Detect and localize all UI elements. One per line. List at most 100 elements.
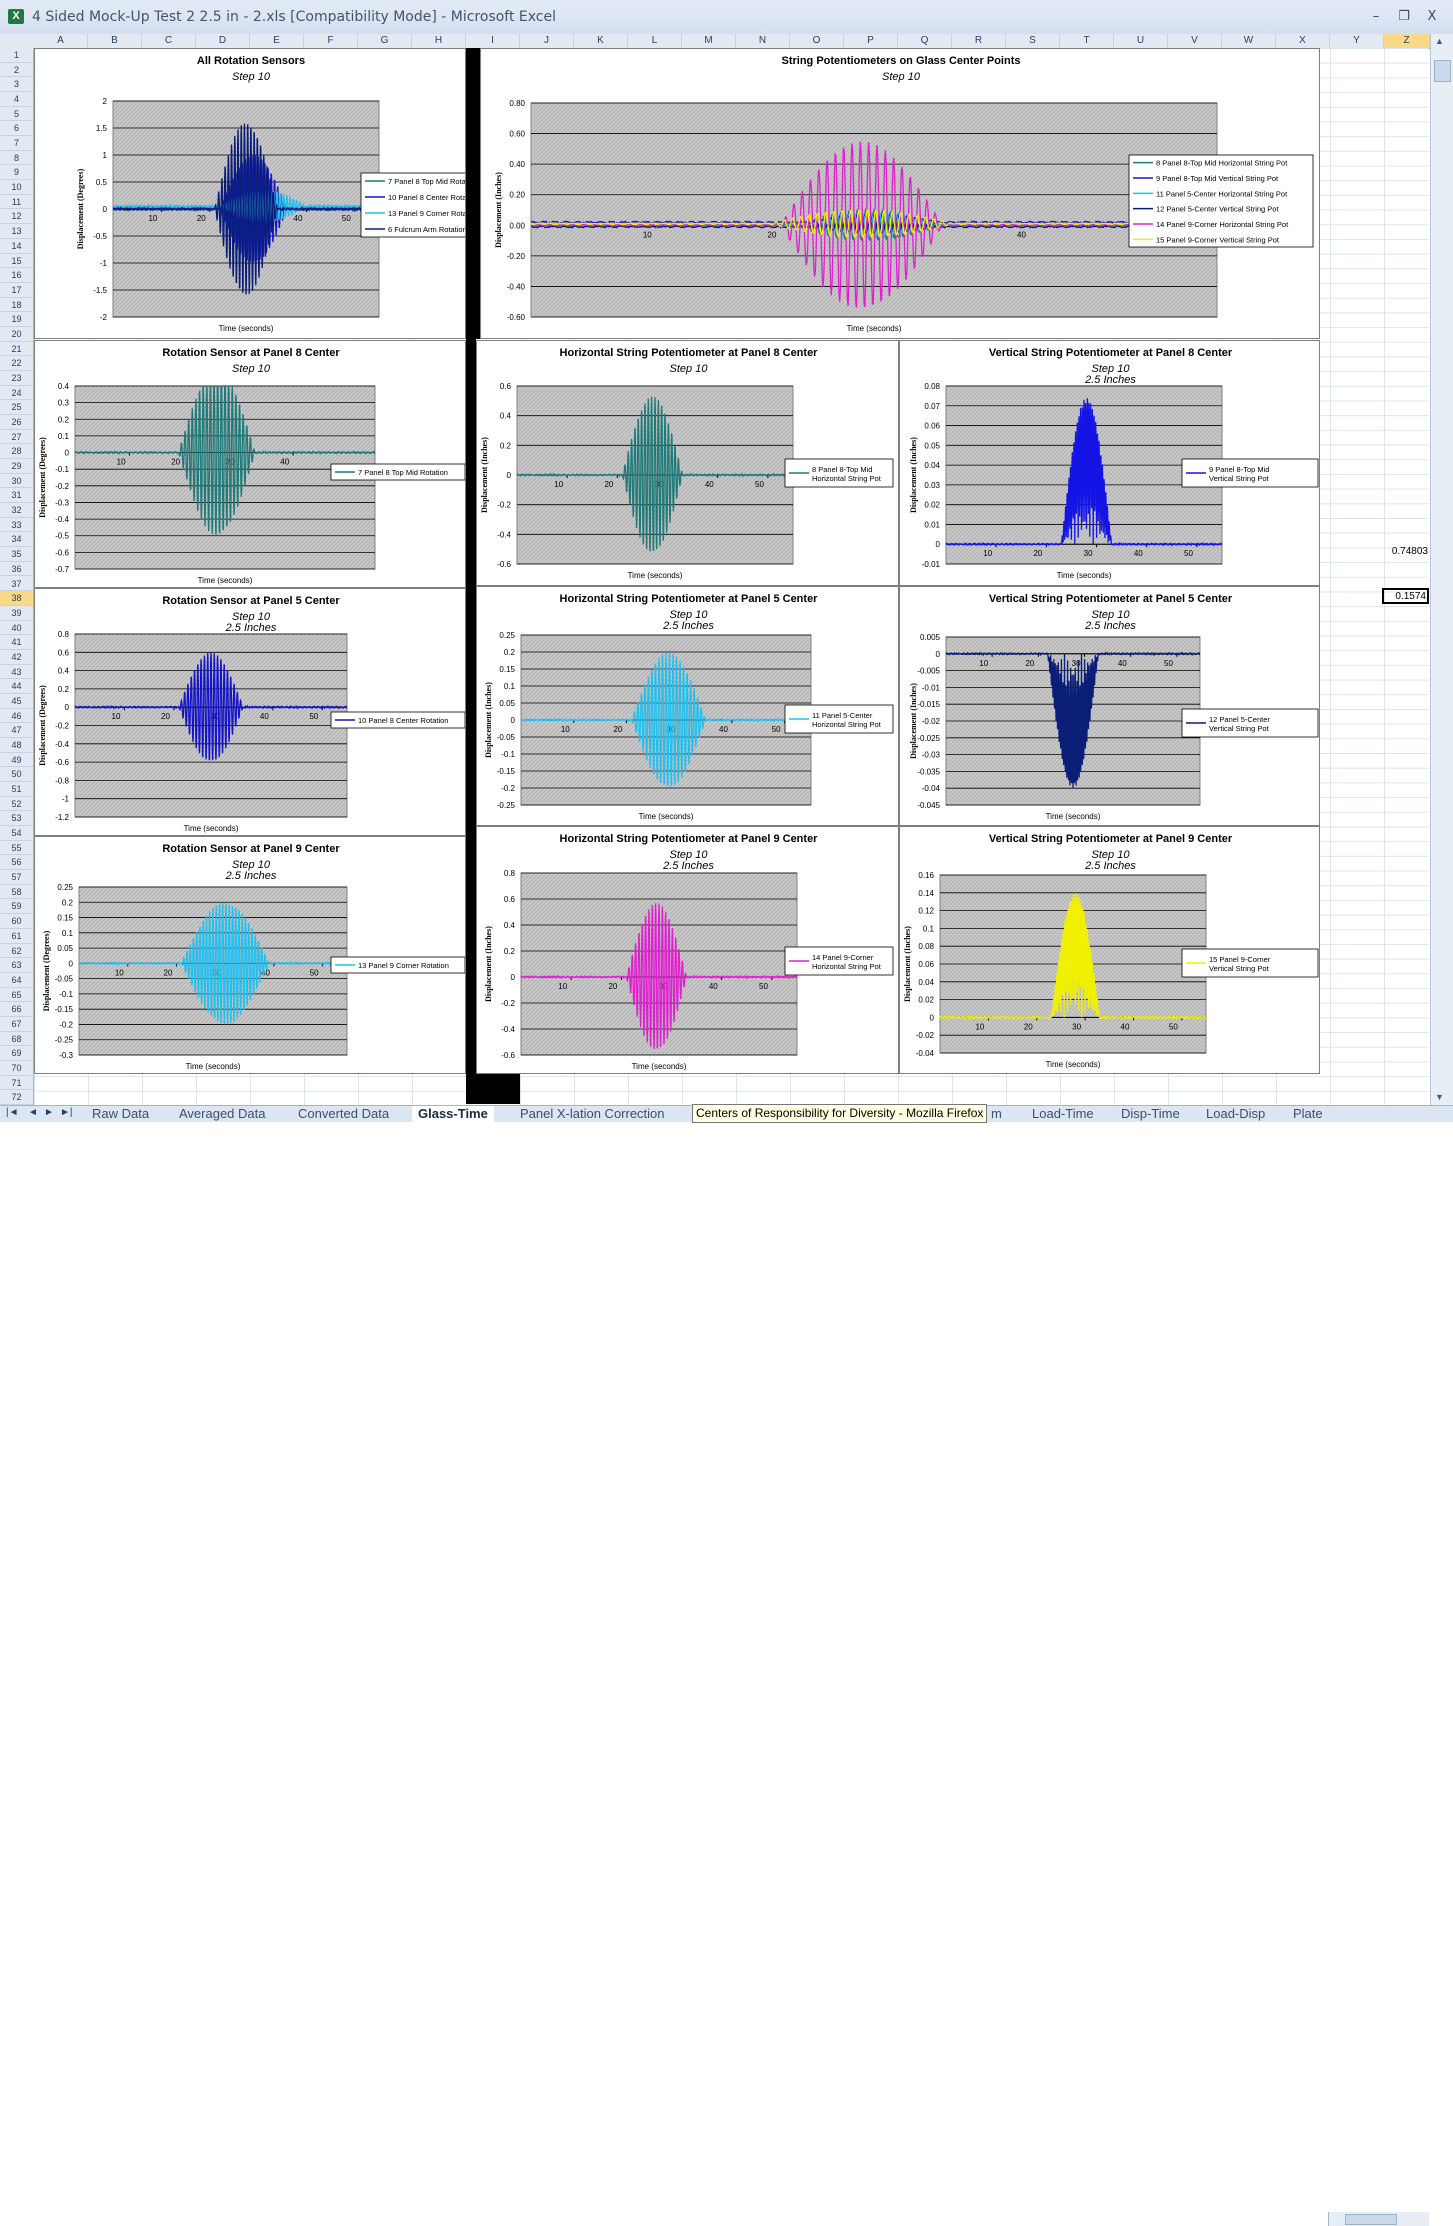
- column-header-l[interactable]: L: [628, 34, 682, 48]
- row-header-63[interactable]: 63: [0, 958, 33, 973]
- row-header-15[interactable]: 15: [0, 254, 33, 269]
- tab-disp-time[interactable]: Disp-Time: [1121, 1106, 1180, 1121]
- row-header-29[interactable]: 29: [0, 459, 33, 474]
- row-header-3[interactable]: 3: [0, 77, 33, 93]
- row-header-1[interactable]: 1: [0, 48, 33, 63]
- row-header-2[interactable]: 2: [0, 63, 33, 78]
- row-header-23[interactable]: 23: [0, 371, 33, 386]
- row-header-64[interactable]: 64: [0, 973, 33, 988]
- last-sheet-icon[interactable]: ►|: [60, 1107, 73, 1118]
- row-header-5[interactable]: 5: [0, 107, 33, 122]
- column-header-n[interactable]: N: [736, 34, 790, 48]
- row-header-31[interactable]: 31: [0, 488, 33, 504]
- chart-vsp-panel5[interactable]: Vertical String Potentiometer at Panel 5…: [899, 586, 1320, 826]
- row-header-12[interactable]: 12: [0, 209, 33, 225]
- column-header-h[interactable]: H: [412, 34, 466, 48]
- column-header-k[interactable]: K: [574, 34, 628, 48]
- row-header-34[interactable]: 34: [0, 532, 33, 548]
- next-sheet-icon[interactable]: ►: [44, 1107, 54, 1118]
- tab-raw-data[interactable]: Raw Data: [92, 1106, 150, 1121]
- row-header-67[interactable]: 67: [0, 1017, 33, 1032]
- row-header-70[interactable]: 70: [0, 1061, 33, 1076]
- column-header-t[interactable]: T: [1060, 34, 1114, 48]
- vertical-scrollbar[interactable]: ▲ ▼: [1430, 34, 1453, 1105]
- tab-load-disp[interactable]: Load-Disp: [1206, 1106, 1266, 1121]
- row-header-26[interactable]: 26: [0, 415, 33, 430]
- restore-button[interactable]: ❐: [1398, 9, 1410, 24]
- vertical-scroll-thumb[interactable]: [1434, 60, 1451, 82]
- row-header-21[interactable]: 21: [0, 342, 33, 357]
- column-header-g[interactable]: G: [358, 34, 412, 48]
- column-header-y[interactable]: Y: [1330, 34, 1384, 48]
- row-header-9[interactable]: 9: [0, 165, 33, 181]
- row-header-49[interactable]: 49: [0, 753, 33, 768]
- row-header-45[interactable]: 45: [0, 694, 33, 709]
- row-header-50[interactable]: 50: [0, 767, 33, 783]
- column-header-b[interactable]: B: [88, 34, 142, 48]
- column-header-a[interactable]: A: [34, 34, 88, 48]
- row-header-48[interactable]: 48: [0, 738, 33, 753]
- tab-converted-data[interactable]: Converted Data: [298, 1106, 390, 1121]
- column-header-i[interactable]: I: [466, 34, 520, 48]
- row-header-36[interactable]: 36: [0, 562, 33, 577]
- row-header-24[interactable]: 24: [0, 386, 33, 401]
- row-header-37[interactable]: 37: [0, 577, 33, 592]
- row-header-66[interactable]: 66: [0, 1002, 33, 1017]
- row-header-44[interactable]: 44: [0, 679, 33, 694]
- tab-plate[interactable]: Plate: [1293, 1106, 1323, 1121]
- row-header-7[interactable]: 7: [0, 136, 33, 151]
- scroll-up-arrow-icon[interactable]: ▲: [1435, 36, 1444, 46]
- column-header-d[interactable]: D: [196, 34, 250, 48]
- row-header-33[interactable]: 33: [0, 518, 33, 533]
- row-header-68[interactable]: 68: [0, 1032, 33, 1047]
- row-header-20[interactable]: 20: [0, 327, 33, 342]
- column-header-z[interactable]: Z: [1384, 34, 1430, 48]
- chart-hsp-panel9[interactable]: Horizontal String Potentiometer at Panel…: [476, 826, 899, 1074]
- chart-string-pots-glass[interactable]: String Potentiometers on Glass Center Po…: [480, 48, 1320, 339]
- tab-glass-time[interactable]: Glass-Time: [412, 1106, 494, 1122]
- column-header-p[interactable]: P: [844, 34, 898, 48]
- row-header-56[interactable]: 56: [0, 855, 33, 871]
- row-header-54[interactable]: 54: [0, 826, 33, 841]
- row-header-16[interactable]: 16: [0, 268, 33, 283]
- row-header-11[interactable]: 11: [0, 195, 33, 210]
- column-header-s[interactable]: S: [1006, 34, 1060, 48]
- chart-vsp-panel8[interactable]: Vertical String Potentiometer at Panel 8…: [899, 340, 1320, 586]
- row-header-13[interactable]: 13: [0, 224, 33, 239]
- column-header-c[interactable]: C: [142, 34, 196, 48]
- row-header-27[interactable]: 27: [0, 430, 33, 445]
- row-header-72[interactable]: 72: [0, 1090, 33, 1105]
- excel-app-icon[interactable]: X: [8, 9, 24, 24]
- row-header-41[interactable]: 41: [0, 635, 33, 650]
- column-header-u[interactable]: U: [1114, 34, 1168, 48]
- tab-averaged-data[interactable]: Averaged Data: [179, 1106, 266, 1121]
- row-header-35[interactable]: 35: [0, 547, 33, 562]
- row-header-60[interactable]: 60: [0, 914, 33, 929]
- horizontal-scrollbar[interactable]: [1328, 2212, 1429, 2226]
- row-header-58[interactable]: 58: [0, 885, 33, 900]
- row-header-19[interactable]: 19: [0, 312, 33, 327]
- chart-rot-panel5[interactable]: Rotation Sensor at Panel 5 Center Step 10…: [34, 588, 466, 836]
- column-header-e[interactable]: E: [250, 34, 304, 48]
- row-header-4[interactable]: 4: [0, 92, 33, 107]
- row-header-18[interactable]: 18: [0, 298, 33, 313]
- row-header-8[interactable]: 8: [0, 151, 33, 166]
- row-header-61[interactable]: 61: [0, 929, 33, 944]
- column-header-w[interactable]: W: [1222, 34, 1276, 48]
- prev-sheet-icon[interactable]: ◄: [28, 1107, 38, 1118]
- cell-z35[interactable]: 0.74803: [1391, 546, 1428, 557]
- row-header-62[interactable]: 62: [0, 944, 33, 959]
- row-header-59[interactable]: 59: [0, 899, 33, 915]
- chart-rot-panel8[interactable]: Rotation Sensor at Panel 8 Center Step 10…: [34, 340, 466, 588]
- chart-rot-panel9[interactable]: Rotation Sensor at Panel 9 Center Step 10…: [34, 836, 466, 1074]
- column-header-q[interactable]: Q: [898, 34, 952, 48]
- tab-m[interactable]: m: [991, 1106, 1002, 1121]
- active-cell-z38[interactable]: 0.1574: [1382, 588, 1429, 604]
- column-header-f[interactable]: F: [304, 34, 358, 48]
- row-header-65[interactable]: 65: [0, 988, 33, 1003]
- chart-all-rotation[interactable]: All Rotation Sensors Step 10 2 1.5 1 0.5 0 -0.5…: [34, 48, 466, 339]
- first-sheet-icon[interactable]: |◄: [6, 1107, 19, 1118]
- row-header-32[interactable]: 32: [0, 503, 33, 518]
- row-header-17[interactable]: 17: [0, 283, 33, 298]
- row-header-51[interactable]: 51: [0, 782, 33, 797]
